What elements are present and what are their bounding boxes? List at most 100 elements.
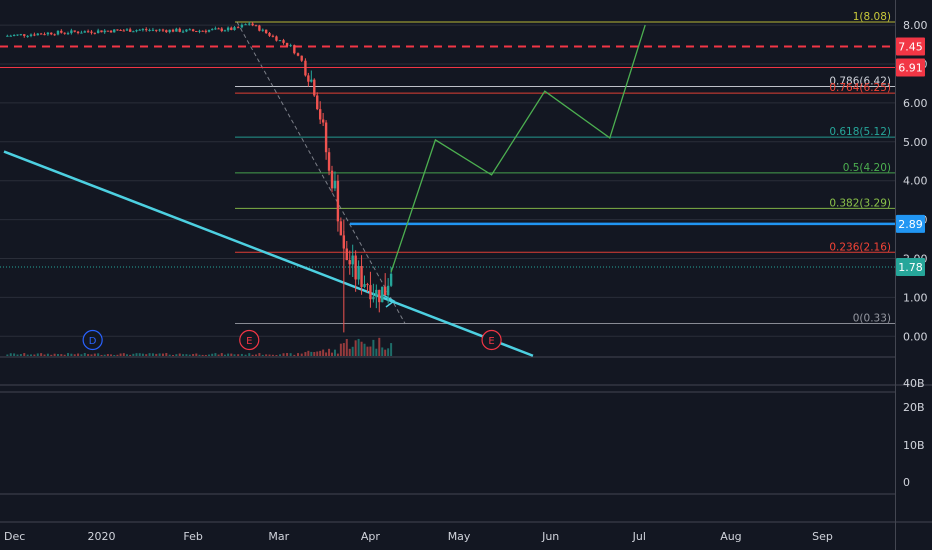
volume-bar	[265, 354, 268, 356]
volume-bar	[56, 354, 59, 356]
volume-bar	[258, 353, 261, 356]
volume-bar	[251, 354, 254, 356]
volume-bar	[360, 341, 363, 356]
time-tick-label: Dec	[4, 530, 25, 543]
volume-bar	[384, 349, 387, 356]
trendline-group[interactable]	[3, 150, 534, 357]
volume-bar	[297, 353, 300, 356]
candle-body	[285, 42, 289, 46]
volume-tick-label: 10B	[903, 439, 925, 452]
candle-body	[381, 286, 384, 303]
candle-body	[50, 32, 53, 35]
candle-body	[372, 296, 375, 300]
volume-bar	[261, 354, 264, 356]
dividend-marker[interactable]	[82, 329, 103, 351]
volume-bar	[6, 354, 9, 356]
projection-path-group[interactable]	[390, 24, 646, 273]
candle-body	[178, 28, 181, 32]
candle-body	[248, 23, 251, 25]
volume-bar	[141, 353, 144, 356]
volume-bar	[129, 354, 132, 356]
fib-level-label: 0.786(6.42)	[829, 76, 891, 88]
price-tick-label: 4.00	[903, 175, 928, 188]
volume-bar	[122, 353, 125, 356]
candle-body	[60, 30, 63, 33]
candle-body	[109, 30, 113, 33]
candle-body	[23, 34, 26, 36]
candle-body	[56, 30, 60, 35]
volume-tick-label: 20B	[903, 401, 925, 414]
candle-body	[226, 27, 230, 31]
volume-bar	[214, 353, 217, 356]
volume-axis: 40B 20B 10B 0	[903, 377, 925, 489]
volume-bar	[168, 354, 171, 356]
price-badge-label: 2.89	[898, 218, 923, 231]
volume-bar	[40, 353, 43, 356]
candle-body	[103, 30, 106, 33]
candle-body	[348, 260, 351, 265]
volume-bar	[387, 348, 390, 356]
volume-bar	[26, 354, 29, 356]
volume-bar	[293, 354, 296, 356]
fib-anchor-line[interactable]	[236, 21, 406, 324]
time-axis[interactable]: Dec 2020 Feb Mar Apr May Jun Jul Aug Sep	[4, 530, 833, 543]
volume-bar	[217, 354, 220, 356]
volume-bar	[16, 354, 19, 356]
price-candles	[6, 21, 393, 333]
candle-body	[158, 29, 161, 31]
volume-bar	[148, 353, 151, 356]
volume-bar	[36, 353, 39, 356]
price-badge-label: 6.91	[898, 62, 923, 75]
candle-body	[6, 35, 9, 37]
candle-body	[63, 32, 66, 34]
event-marker-label: E	[246, 336, 252, 347]
candle-body	[135, 30, 138, 32]
candle-body	[214, 28, 217, 30]
volume-bar	[125, 354, 128, 356]
horizontal-lines[interactable]	[0, 45, 895, 268]
earnings-marker[interactable]	[239, 329, 260, 351]
candle-body	[122, 30, 125, 32]
volume-bar	[185, 354, 188, 356]
price-badge	[896, 214, 925, 233]
volume-bar	[336, 353, 339, 356]
volume-bar	[237, 354, 240, 356]
candle-body	[268, 33, 271, 36]
candle-body	[185, 29, 188, 32]
volume-bar	[351, 346, 354, 356]
candle-body	[151, 29, 155, 31]
time-tick-label: Jul	[632, 530, 646, 543]
volume-bar	[135, 353, 138, 356]
volume-bar	[304, 352, 307, 356]
earnings-marker[interactable]	[481, 329, 502, 351]
projection-path[interactable]	[390, 24, 646, 273]
fibonacci-retracement[interactable]: 1(8.08) 0.786(6.42)0.764(6.25) 0.618(5.12)…	[235, 11, 895, 324]
volume-bar	[77, 353, 80, 356]
candle-body	[351, 255, 354, 265]
volume-bar	[103, 354, 106, 356]
candle-body	[125, 29, 129, 31]
candle-body	[195, 30, 198, 32]
candle-body	[223, 30, 227, 32]
volume-bar	[161, 353, 164, 356]
volume-bar	[390, 343, 393, 356]
volume-bar	[275, 354, 278, 356]
volume-bar	[322, 349, 325, 356]
candle-body	[36, 33, 39, 36]
candle-body	[254, 25, 258, 27]
volume-bar	[300, 353, 303, 356]
volume-bar	[328, 348, 331, 356]
volume-bar	[97, 353, 100, 356]
candle-body	[321, 119, 325, 123]
candle-body	[220, 28, 223, 32]
candle-body	[106, 30, 110, 32]
support-trendline[interactable]	[3, 150, 534, 357]
volume-bar	[116, 354, 119, 356]
volume-bar	[366, 346, 369, 356]
candle-body	[313, 79, 316, 96]
candle-body	[282, 40, 285, 43]
candle-body	[354, 255, 357, 280]
